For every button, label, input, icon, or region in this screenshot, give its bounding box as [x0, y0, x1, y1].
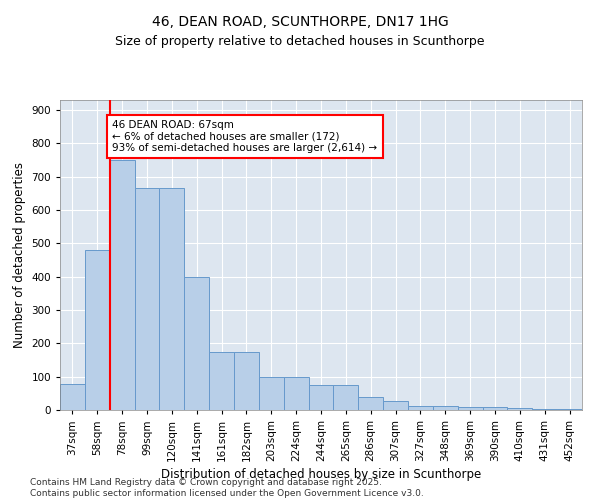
Bar	[184, 278, 209, 410]
Bar	[85, 250, 110, 410]
Bar	[259, 376, 284, 410]
Bar	[110, 160, 134, 410]
X-axis label: Distribution of detached houses by size in Scunthorpe: Distribution of detached houses by size …	[161, 468, 481, 481]
Bar	[134, 188, 160, 410]
Bar	[458, 406, 482, 410]
Bar	[160, 188, 184, 410]
Y-axis label: Number of detached properties: Number of detached properties	[13, 162, 26, 348]
Bar	[358, 396, 383, 410]
Bar	[433, 406, 458, 410]
Bar	[334, 385, 358, 410]
Bar	[383, 401, 408, 410]
Text: Contains HM Land Registry data © Crown copyright and database right 2025.
Contai: Contains HM Land Registry data © Crown c…	[30, 478, 424, 498]
Bar	[234, 352, 259, 410]
Text: 46 DEAN ROAD: 67sqm
← 6% of detached houses are smaller (172)
93% of semi-detach: 46 DEAN ROAD: 67sqm ← 6% of detached hou…	[112, 120, 377, 153]
Bar	[308, 385, 334, 410]
Bar	[482, 406, 508, 410]
Bar	[209, 352, 234, 410]
Bar	[408, 406, 433, 410]
Text: 46, DEAN ROAD, SCUNTHORPE, DN17 1HG: 46, DEAN ROAD, SCUNTHORPE, DN17 1HG	[152, 15, 448, 29]
Bar	[557, 409, 582, 410]
Bar	[284, 376, 308, 410]
Text: Size of property relative to detached houses in Scunthorpe: Size of property relative to detached ho…	[115, 35, 485, 48]
Bar	[60, 384, 85, 410]
Bar	[532, 409, 557, 410]
Bar	[508, 408, 532, 410]
